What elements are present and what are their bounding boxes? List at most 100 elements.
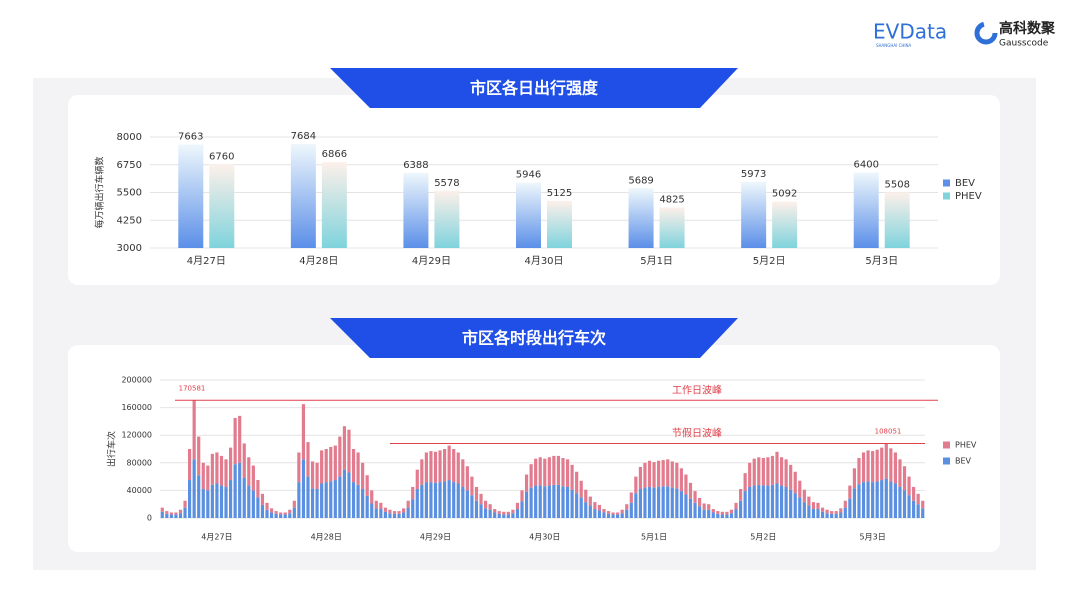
- bar-segment: [570, 489, 574, 518]
- bar-segment: [629, 492, 633, 503]
- bar: [884, 192, 910, 248]
- bar-segment: [602, 509, 606, 513]
- bar-segment: [866, 481, 870, 518]
- y-tick-label: 40000: [127, 486, 152, 495]
- bar-segment: [761, 457, 765, 486]
- bar-segment: [279, 512, 283, 515]
- value-label: 6760: [209, 152, 234, 163]
- bar-segment: [748, 486, 752, 518]
- bar-segment: [420, 459, 424, 485]
- bar-segment: [616, 514, 620, 518]
- bar-segment: [597, 504, 602, 511]
- bar-segment: [693, 502, 697, 518]
- bar-segment: [183, 507, 187, 518]
- bar-segment: [725, 514, 729, 518]
- bar-segment: [743, 473, 747, 492]
- bar-segment: [884, 478, 888, 518]
- bar-segment: [575, 471, 579, 494]
- bar-segment: [921, 508, 925, 518]
- bar-segment: [593, 509, 597, 518]
- bar-segment: [238, 415, 242, 463]
- bar-segment: [306, 442, 310, 477]
- value-label: 5973: [741, 169, 766, 180]
- bar-segment: [565, 459, 570, 487]
- bar-segment: [629, 502, 633, 518]
- bar-segment: [716, 511, 720, 514]
- bar-segment: [734, 502, 738, 510]
- bar-segment: [898, 486, 902, 518]
- bar-segment: [597, 510, 602, 518]
- bar-segment: [160, 511, 164, 518]
- bar-segment: [579, 497, 583, 518]
- value-label: 5689: [628, 175, 653, 186]
- bar: [403, 172, 429, 248]
- bar-segment: [206, 490, 210, 518]
- bar: [547, 200, 572, 248]
- bar-segment: [675, 488, 679, 518]
- bar-segment: [520, 501, 524, 518]
- chart-title: 市区各时段出行车次: [462, 329, 606, 348]
- bar-segment: [789, 489, 793, 518]
- bar-segment: [602, 512, 606, 518]
- bar: [290, 144, 316, 248]
- bar-segment: [260, 493, 265, 505]
- bar-segment: [310, 488, 315, 518]
- bar-segment: [852, 488, 857, 518]
- value-label: 5508: [884, 179, 909, 190]
- bar-segment: [570, 464, 574, 490]
- bar-segment: [242, 443, 246, 478]
- bar-segment: [916, 504, 920, 518]
- bar-segment: [201, 462, 205, 490]
- bar-segment: [365, 475, 369, 496]
- bar-segment: [219, 485, 224, 518]
- bar-segment: [306, 476, 310, 518]
- bar-segment: [779, 457, 784, 486]
- bar-segment: [643, 487, 647, 518]
- brand-logo: EVData: [873, 20, 947, 44]
- bar-segment: [852, 468, 857, 489]
- bar-segment: [716, 513, 720, 518]
- bar-segment: [561, 486, 565, 518]
- bar-segment: [543, 486, 547, 518]
- bar-segment: [160, 507, 164, 512]
- bar-segment: [388, 513, 392, 518]
- bar-segment: [766, 457, 770, 486]
- bar-segment: [251, 490, 255, 518]
- bar: [434, 190, 460, 248]
- bar-segment: [857, 484, 861, 518]
- bar-segment: [861, 482, 866, 518]
- brand-icon: [974, 21, 998, 45]
- bar-segment: [188, 480, 192, 518]
- bar-segment: [361, 489, 365, 518]
- bar-segment: [424, 482, 428, 518]
- bar-segment: [383, 511, 387, 518]
- bar-segment: [889, 448, 893, 482]
- bar-segment: [320, 483, 324, 518]
- bar-segment: [652, 462, 656, 488]
- bar-segment: [397, 513, 401, 518]
- bar-segment: [238, 462, 242, 518]
- bar-segment: [857, 457, 861, 485]
- bar: [772, 201, 798, 248]
- bar-segment: [907, 495, 911, 518]
- bar-segment: [661, 486, 665, 518]
- bar-segment: [297, 482, 301, 518]
- bar-segment: [338, 476, 342, 518]
- bar-segment: [588, 505, 592, 518]
- bar-segment: [429, 482, 433, 518]
- bar-segment: [912, 500, 916, 518]
- bar-segment: [233, 464, 237, 518]
- bar-segment: [247, 457, 251, 486]
- bar-segment: [511, 509, 515, 514]
- bar-segment: [269, 508, 274, 513]
- bar-segment: [657, 486, 661, 518]
- bar-segment: [538, 457, 542, 486]
- bar-segment: [406, 507, 410, 518]
- bar-segment: [315, 489, 319, 518]
- bar-segment: [256, 480, 260, 498]
- bar-segment: [269, 512, 274, 518]
- bar: [516, 182, 541, 248]
- value-label: 7684: [291, 131, 316, 142]
- bar-segment: [524, 491, 529, 518]
- bar-segment: [370, 490, 374, 504]
